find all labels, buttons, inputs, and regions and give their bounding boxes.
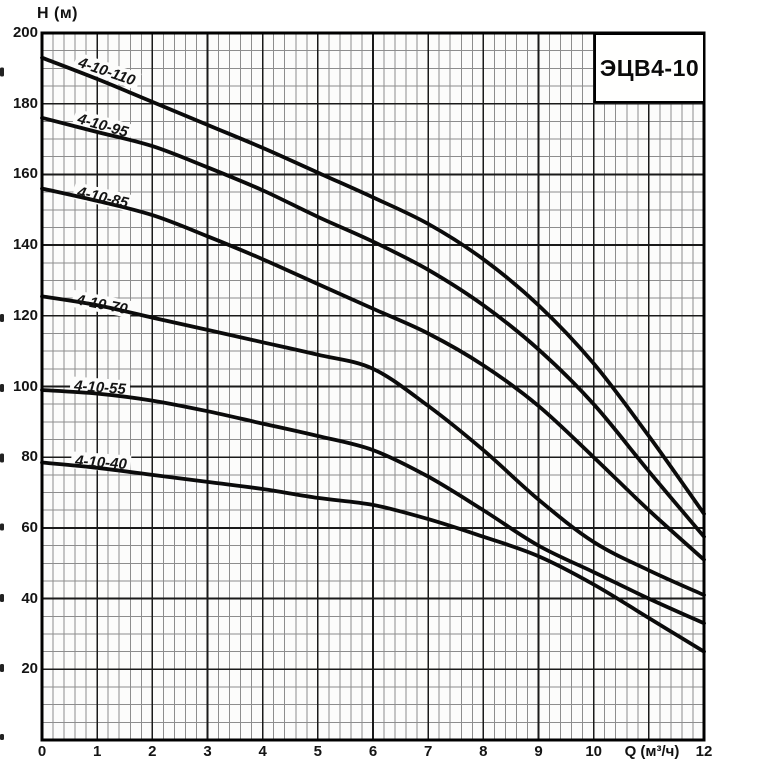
curve-label-4-10-55: 4-10-55 — [73, 377, 127, 398]
x-tick-label-4: 4 — [258, 743, 267, 760]
curve-label-halo — [71, 108, 135, 142]
x-tick-label-12: 12 — [695, 743, 713, 760]
scan-artifact — [0, 594, 4, 602]
x-tick-label-2: 2 — [148, 743, 157, 760]
x-tick-label-6: 6 — [368, 743, 378, 760]
curve-4-10-40 — [40, 460, 706, 654]
y-tick-label-180: 180 — [12, 94, 38, 112]
curve-label-halo — [72, 52, 142, 90]
pump-model-box: ЭЦВ4-10 — [594, 33, 705, 103]
x-tick-label-10: 10 — [585, 743, 602, 760]
y-tick-label-60: 60 — [21, 518, 38, 536]
x-tick-label-9: 9 — [534, 743, 543, 760]
y-tick-label-120: 120 — [12, 306, 38, 324]
scan-artifact — [0, 314, 4, 322]
curve-label-text: 4-10-55 — [73, 377, 127, 398]
scan-artifact — [0, 734, 4, 740]
scan-artifact — [0, 453, 4, 463]
curve-4-10-110 — [40, 55, 706, 516]
x-tick-label-0: 0 — [37, 743, 47, 760]
curve-4-10-55 — [40, 388, 706, 626]
x-axis-title: Q (м³/ч) — [624, 743, 680, 760]
y-tick-label-160: 160 — [12, 165, 38, 183]
scan-artifact — [0, 523, 4, 531]
curve-4-10-70 — [40, 294, 706, 597]
x-tick-label-8: 8 — [479, 743, 488, 760]
y-tick-label-200: 200 — [12, 24, 38, 41]
curve-label-halo-rect — [71, 108, 135, 142]
y-tick-label-140: 140 — [12, 236, 38, 254]
y-axis-title: H (м) — [37, 5, 78, 22]
curve-4-10-95 — [40, 115, 706, 539]
scan-artifact — [0, 67, 4, 77]
y-tick-label-100: 100 — [12, 377, 38, 395]
x-tick-label-7: 7 — [423, 743, 433, 760]
plot-border — [40, 31, 706, 742]
x-tick-label-5: 5 — [313, 743, 322, 760]
pump-model-label: ЭЦВ4-10 — [599, 54, 700, 81]
y-tick-label-40: 40 — [21, 589, 38, 607]
scan-artifact — [0, 384, 4, 392]
curve-label-halo-rect — [72, 52, 142, 90]
curve-label-text: 4-10-40 — [74, 452, 128, 473]
scan-artifact — [0, 664, 4, 672]
y-tick-label-20: 20 — [21, 660, 38, 678]
x-tick-label-1: 1 — [92, 743, 102, 760]
x-tick-label-3: 3 — [203, 743, 212, 760]
curve-4-10-85 — [40, 186, 706, 562]
y-tick-label-80: 80 — [21, 448, 38, 466]
curve-label-4-10-40: 4-10-40 — [74, 452, 128, 473]
